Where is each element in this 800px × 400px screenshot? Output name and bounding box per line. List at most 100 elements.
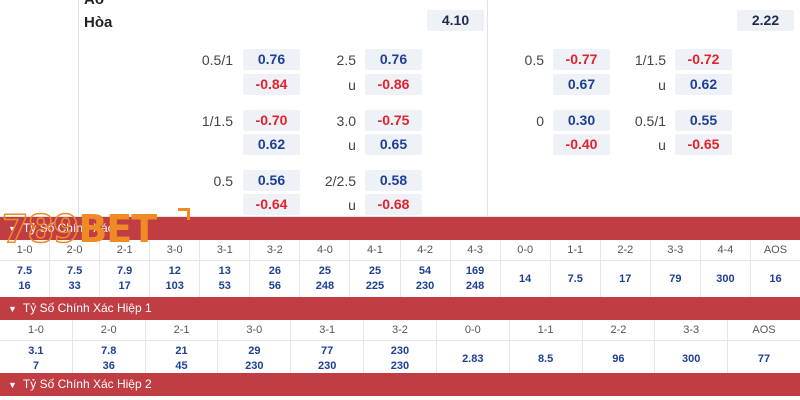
odds-value[interactable]: 230 bbox=[245, 360, 264, 372]
odds-value[interactable]: 33 bbox=[68, 280, 81, 292]
score-label: 0-0 bbox=[436, 320, 509, 341]
odds-cell[interactable]: 0.58 bbox=[365, 170, 422, 191]
odds-value[interactable]: 248 bbox=[315, 280, 335, 292]
logo-corner-mark bbox=[178, 208, 190, 220]
odds-stack: 230 230 bbox=[364, 341, 436, 377]
odds-value[interactable]: 29 bbox=[248, 345, 261, 357]
odds-cell[interactable]: -0.86 bbox=[365, 74, 422, 95]
odds-value[interactable]: 21 bbox=[175, 345, 188, 357]
odds-cell[interactable]: -0.65 bbox=[675, 134, 732, 155]
section-header-correct-score[interactable]: ▼ Tỷ Số Chính Xác bbox=[0, 217, 800, 240]
odds-value[interactable]: 230 bbox=[390, 360, 410, 372]
odds-cell[interactable]: -0.75 bbox=[365, 110, 422, 131]
odds-value[interactable]: 16 bbox=[18, 280, 31, 292]
odds-value[interactable]: 26 bbox=[268, 265, 281, 277]
odds-cell[interactable]: 0.76 bbox=[365, 49, 422, 70]
odds-cell[interactable]: -0.84 bbox=[243, 74, 300, 95]
total-line: 2.5 bbox=[336, 52, 356, 68]
odds-value[interactable]: 230 bbox=[317, 360, 337, 372]
odds-value[interactable]: 7.8 bbox=[101, 345, 117, 357]
score-column: 0-0 14 bbox=[500, 240, 551, 297]
odds-cell[interactable]: -0.77 bbox=[553, 49, 610, 70]
handicap-line: 0 bbox=[536, 113, 544, 129]
score-label: 4-2 bbox=[400, 240, 450, 261]
odds-value[interactable]: 96 bbox=[612, 353, 625, 365]
odds-cell[interactable]: -0.40 bbox=[553, 134, 610, 155]
odds-value[interactable]: 25 bbox=[318, 265, 332, 277]
odds-value[interactable]: 7.5 bbox=[567, 273, 583, 285]
odds-value[interactable]: 45 bbox=[175, 360, 188, 372]
odds-cell[interactable]: 0.62 bbox=[675, 74, 732, 95]
odds-cell[interactable]: -0.72 bbox=[675, 49, 732, 70]
under-label: u bbox=[348, 137, 356, 153]
draw-odds-left[interactable]: 4.10 bbox=[427, 10, 484, 31]
odds-value[interactable]: 14 bbox=[519, 273, 532, 285]
score-column: 2-1 7.9 17 bbox=[100, 240, 151, 297]
odds-value[interactable]: 103 bbox=[165, 280, 184, 292]
section-header-correct-score-h1[interactable]: ▼ Tỷ Số Chính Xác Hiệp 1 bbox=[0, 297, 800, 320]
row-label-partial: Áo bbox=[84, 0, 104, 8]
odds-value[interactable]: 7.5 bbox=[16, 265, 33, 277]
section-header-correct-score-h2[interactable]: ▼ Tỷ Số Chính Xác Hiệp 2 bbox=[0, 373, 800, 396]
odds-value[interactable]: 7 bbox=[32, 360, 39, 372]
odds-value[interactable]: 169 bbox=[465, 265, 485, 277]
score-label: 4-3 bbox=[450, 240, 500, 261]
odds-cell[interactable]: 0.55 bbox=[675, 110, 732, 131]
odds-cell[interactable]: -0.68 bbox=[365, 194, 422, 215]
total-line: 2/2.5 bbox=[324, 173, 356, 189]
score-column: AOS 16 bbox=[750, 240, 800, 297]
odds-value[interactable]: 8.5 bbox=[537, 353, 554, 365]
odds-value[interactable]: 13 bbox=[218, 265, 231, 277]
odds-value[interactable]: 12 bbox=[168, 265, 181, 277]
odds-value[interactable]: 225 bbox=[365, 280, 385, 292]
odds-value[interactable]: 54 bbox=[418, 265, 432, 277]
odds-value[interactable]: 77 bbox=[321, 345, 334, 357]
odds-value[interactable]: 230 bbox=[415, 280, 435, 292]
odds-stack: 77 230 bbox=[291, 341, 363, 377]
draw-odds-right[interactable]: 2.22 bbox=[737, 10, 794, 31]
odds-value[interactable]: 53 bbox=[218, 280, 231, 292]
score-label: 2-1 bbox=[100, 240, 150, 261]
odds-value[interactable]: 7.5 bbox=[66, 265, 83, 277]
odds-value[interactable]: 2.83 bbox=[462, 353, 484, 365]
odds-value[interactable]: 25 bbox=[368, 265, 382, 277]
odds-value[interactable]: 3.1 bbox=[28, 345, 44, 357]
odds-value[interactable]: 7.9 bbox=[117, 265, 133, 277]
odds-panel: Áo Hòa 4.10 2.22 0.5/1 0.76 -0.84 2.5 u … bbox=[0, 0, 800, 218]
odds-value[interactable]: 300 bbox=[716, 273, 735, 285]
odds-stack: 3.1 7 bbox=[0, 341, 72, 377]
odds-value[interactable]: 17 bbox=[619, 273, 632, 285]
odds-value[interactable]: 17 bbox=[118, 280, 131, 292]
section-title: Tỷ Số Chính Xác Hiệp 1 bbox=[22, 301, 152, 315]
odds-value[interactable]: 77 bbox=[757, 353, 771, 365]
score-label: 2-2 bbox=[600, 240, 650, 261]
score-label: 3-3 bbox=[650, 240, 700, 261]
score-label: 3-2 bbox=[250, 240, 300, 261]
odds-value[interactable]: 16 bbox=[769, 273, 782, 285]
odds-value[interactable]: 300 bbox=[682, 353, 701, 365]
divider bbox=[487, 0, 488, 218]
odds-cell[interactable]: 0.67 bbox=[553, 74, 610, 95]
odds-stack: 13 53 bbox=[200, 261, 249, 297]
odds-cell[interactable]: 0.56 bbox=[243, 170, 300, 191]
odds-cell[interactable]: 0.76 bbox=[243, 49, 300, 70]
odds-value[interactable]: 230 bbox=[390, 345, 410, 357]
brand-logo: 789BET bbox=[1, 206, 192, 252]
score-label: 1-0 bbox=[0, 240, 50, 261]
odds-value[interactable]: 56 bbox=[268, 280, 281, 292]
odds-value[interactable]: 248 bbox=[465, 280, 485, 292]
score-label: 3-1 bbox=[291, 320, 364, 341]
odds-value[interactable]: 36 bbox=[102, 360, 115, 372]
score-column: 2-0 7.5 33 bbox=[50, 240, 101, 297]
score-column: 4-4 300 bbox=[700, 240, 751, 297]
odds-cell[interactable]: 0.62 bbox=[243, 134, 300, 155]
odds-value[interactable]: 79 bbox=[669, 273, 682, 285]
odds-cell[interactable]: -0.70 bbox=[243, 110, 300, 131]
score-label: 2-1 bbox=[145, 320, 218, 341]
odds-cell[interactable]: 0.65 bbox=[365, 134, 422, 155]
odds-cell[interactable]: -0.64 bbox=[243, 194, 300, 215]
score-column: 3-1 77 230 bbox=[291, 320, 365, 377]
score-column: 2-1 21 45 bbox=[145, 320, 219, 377]
odds-cell[interactable]: 0.30 bbox=[553, 110, 610, 131]
score-label: 4-1 bbox=[350, 240, 400, 261]
